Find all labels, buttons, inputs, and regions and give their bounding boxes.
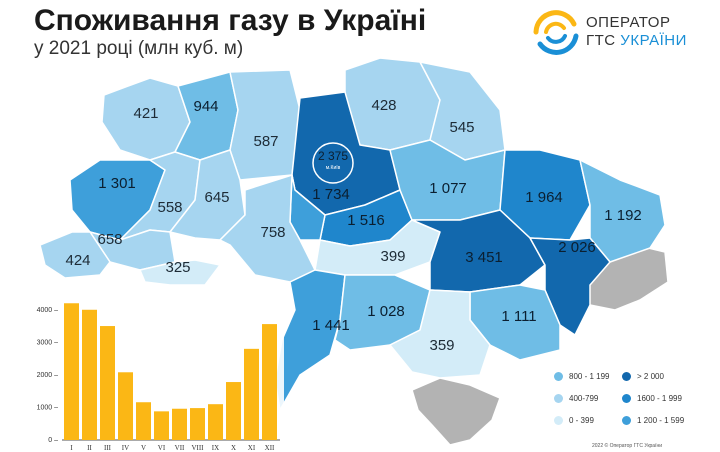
region-value-label: 424 bbox=[65, 252, 90, 269]
region-value-label: 1 516 bbox=[347, 212, 385, 229]
region-value-label: 1 111 bbox=[501, 308, 536, 325]
legend-item: > 2 000 bbox=[622, 372, 664, 381]
region-value-label: 421 bbox=[133, 105, 158, 122]
legend-label: 1600 - 1 999 bbox=[637, 394, 682, 403]
kyiv-city-circle bbox=[312, 142, 354, 184]
region-shape-crimea bbox=[411, 377, 501, 446]
x-tick-label: X bbox=[231, 444, 236, 452]
x-tick-label: XI bbox=[248, 444, 256, 452]
region-value-label: 428 bbox=[371, 97, 396, 114]
region-value-label: 558 bbox=[157, 199, 182, 216]
x-tick-label: IX bbox=[212, 444, 219, 452]
region-note-label: м.Київ bbox=[326, 165, 341, 171]
region-shape-luhansk bbox=[579, 159, 666, 263]
region-value-label: 545 bbox=[449, 119, 474, 136]
x-tick-label: VI bbox=[158, 444, 166, 452]
y-tick-label: 4000 – bbox=[37, 307, 59, 314]
y-tick-label: 3000 – bbox=[37, 339, 59, 346]
copyright-text: 2022 © Оператор ГТС України bbox=[592, 443, 663, 449]
legend-swatch-icon bbox=[554, 372, 563, 381]
x-tick-label: VIII bbox=[191, 444, 204, 452]
chart-bar bbox=[172, 408, 187, 440]
region-value-label: 359 bbox=[429, 337, 454, 354]
chart-bar bbox=[262, 324, 277, 440]
legend-item: 800 - 1 199 bbox=[554, 372, 609, 381]
region-value-label: 944 bbox=[193, 98, 218, 115]
monthly-consumption-chart: 0 –1000 –2000 –3000 –4000 – I II III IV V VI V… bbox=[34, 296, 284, 452]
chart-bar bbox=[82, 309, 97, 440]
chart-bar bbox=[64, 303, 79, 440]
region-value-label: 758 bbox=[260, 224, 285, 241]
chart-bar bbox=[100, 326, 115, 440]
legend-item: 0 - 399 bbox=[554, 416, 594, 425]
region-value-label: 658 bbox=[97, 231, 122, 248]
x-tick-label: I bbox=[70, 444, 73, 452]
region-value-label: 1 028 bbox=[367, 303, 405, 320]
x-tick-label: XII bbox=[265, 444, 275, 452]
region-shape-kherson bbox=[389, 289, 491, 379]
region-shape-chernivtsi bbox=[139, 259, 221, 286]
logo-line1: ОПЕРАТОР bbox=[586, 14, 671, 31]
region-value-label: 2 375 bbox=[318, 149, 348, 163]
x-tick-label: III bbox=[104, 444, 112, 452]
region-shape-odesa bbox=[274, 269, 346, 411]
legend-label: 800 - 1 199 bbox=[569, 372, 610, 381]
legend-swatch-icon bbox=[622, 394, 631, 403]
logo-emblem-icon bbox=[533, 10, 579, 55]
y-tick-label: 2000 – bbox=[37, 372, 59, 379]
region-value-label: 1 301 bbox=[98, 175, 136, 192]
region-value-label: 3 451 bbox=[465, 249, 503, 266]
legend-swatch-icon bbox=[554, 394, 563, 403]
region-shape-donetsk bbox=[529, 237, 611, 336]
region-value-label: 1 964 bbox=[525, 189, 563, 206]
legend-swatch-icon bbox=[622, 372, 631, 381]
legend-item: 400-799 bbox=[554, 394, 598, 403]
chart-bar bbox=[136, 402, 151, 440]
region-value-label: 325 bbox=[165, 259, 190, 276]
chart-bar bbox=[208, 404, 223, 440]
x-tick-label: VII bbox=[175, 444, 185, 452]
chart-bar bbox=[226, 382, 241, 440]
x-tick-label: V bbox=[141, 444, 146, 452]
legend-label: 0 - 399 bbox=[569, 416, 594, 425]
x-tick-label: IV bbox=[122, 444, 129, 452]
chart-bar bbox=[190, 408, 205, 440]
region-value-label: 1 192 bbox=[604, 207, 642, 224]
region-value-label: 1 734 bbox=[312, 186, 350, 203]
chart-bar bbox=[118, 372, 133, 440]
company-logo: ОПЕРАТОР ГТС УКРАЇНИ bbox=[528, 6, 718, 58]
region-shape-ivano-frankivsk bbox=[89, 229, 176, 271]
x-tick-label: II bbox=[87, 444, 92, 452]
legend-item: 1600 - 1 999 bbox=[622, 394, 682, 403]
region-value-label: 1 441 bbox=[312, 317, 350, 334]
region-value-label: 399 bbox=[380, 248, 405, 265]
region-shape-zakarpattia bbox=[39, 231, 111, 279]
map-title: Споживання газу в Україні bbox=[34, 4, 427, 37]
logo-line2-accent: УКРАЇНИ bbox=[620, 32, 687, 49]
region-value-label: 645 bbox=[204, 189, 229, 206]
y-tick-label: 1000 – bbox=[37, 404, 59, 411]
legend-label: > 2 000 bbox=[637, 372, 664, 381]
y-tick-label: 0 – bbox=[48, 437, 58, 444]
legend-item: 1 200 - 1 599 bbox=[622, 416, 684, 425]
region-value-label: 2 026 bbox=[558, 239, 596, 256]
map-legend: 800 - 1 199 > 2 000 400-799 1600 - 1 999… bbox=[550, 366, 710, 436]
logo-line2-prefix: ГТС bbox=[586, 32, 621, 49]
region-value-label: 587 bbox=[253, 133, 278, 150]
legend-swatch-icon bbox=[554, 416, 563, 425]
region-value-label: 1 077 bbox=[429, 180, 467, 197]
legend-swatch-icon bbox=[622, 416, 631, 425]
map-subtitle: у 2021 році (млн куб. м) bbox=[34, 38, 244, 59]
region-shape-zhytomyr bbox=[229, 69, 301, 181]
chart-bar bbox=[154, 411, 169, 440]
logo-line2: ГТС УКРАЇНИ bbox=[586, 32, 687, 49]
chart-bar bbox=[244, 348, 259, 440]
legend-label: 1 200 - 1 599 bbox=[637, 416, 685, 425]
legend-label: 400-799 bbox=[569, 394, 599, 403]
